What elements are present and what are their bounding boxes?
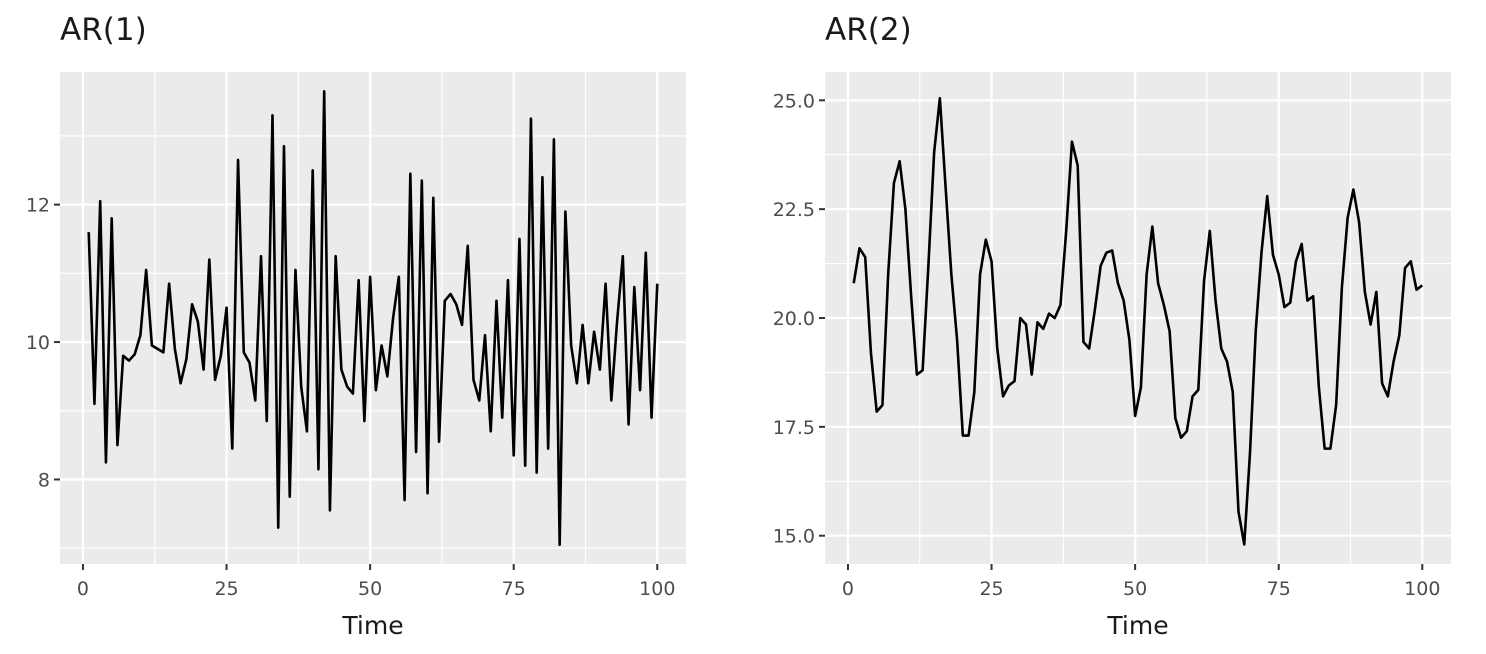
series-line	[852, 96, 1424, 546]
y-tick-label: 22.5	[773, 199, 815, 221]
chart-title: AR(2)	[825, 12, 912, 48]
ar2-chart: 15.0 17.5 20.0 22.5 25.0 0 25 50 75 100 Time	[773, 72, 1451, 640]
y-tick-label: 20.0	[773, 308, 815, 330]
x-tick-label: 75	[502, 578, 526, 600]
x-tick-label: 50	[1123, 578, 1147, 600]
y-tick-label: 15.0	[773, 526, 815, 548]
x-tick-label: 100	[639, 578, 675, 600]
y-tick-label: 12	[26, 195, 50, 217]
chart-title: AR(1)	[60, 12, 147, 48]
x-tick-label: 0	[77, 578, 89, 600]
series-line	[87, 89, 659, 547]
x-axis-title: Time	[1106, 611, 1168, 640]
ar2-chart-panel: AR(2) 15.0 17.5 20.0 22.5 25.0 0 25 50 75 100 Time	[743, 0, 1486, 654]
y-tick-label: 10	[26, 332, 50, 354]
x-tick-label: 25	[979, 578, 1003, 600]
x-axis-title: Time	[341, 611, 403, 640]
x-tick-label: 0	[842, 578, 854, 600]
x-tick-label: 50	[358, 578, 382, 600]
x-tick-label: 25	[214, 578, 238, 600]
ar1-chart-panel: AR(1) 8 10 12 0 25 50 75 100 Time	[26, 12, 686, 640]
ar1-chart: 8 10 12 0 25 50 75 100 Time	[26, 72, 686, 640]
y-tick-label: 8	[38, 469, 50, 491]
y-tick-label: 17.5	[773, 417, 815, 439]
x-tick-label: 100	[1404, 578, 1440, 600]
y-tick-label: 25.0	[773, 90, 815, 112]
x-tick-label: 75	[1267, 578, 1291, 600]
